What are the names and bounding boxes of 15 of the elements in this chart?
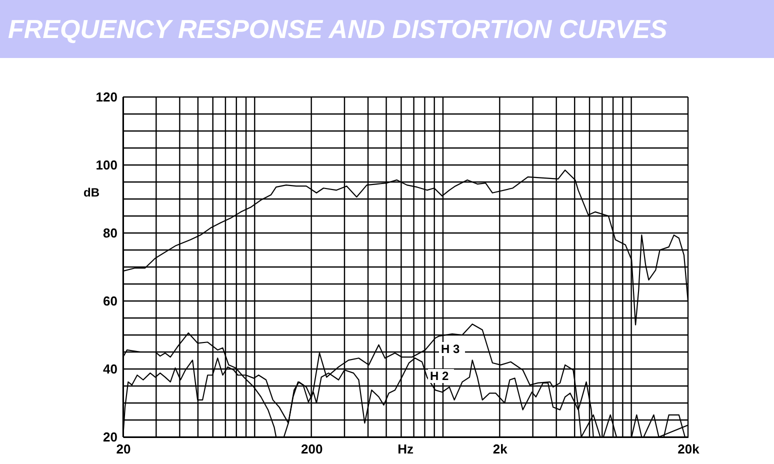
annotation: H 2 (430, 369, 449, 383)
y-tick-label: 120 (96, 90, 118, 104)
y-tick-label: 80 (103, 226, 118, 240)
x-tick-label: 200 (300, 442, 323, 456)
x-tick-label: 20k (678, 442, 700, 456)
x-tick-label: 2k (492, 442, 508, 456)
x-axis-title: Hz (398, 442, 414, 456)
y-tick-label: 20 (103, 430, 118, 444)
y-axis-title: dB (84, 186, 100, 200)
y-tick-label: 100 (96, 158, 118, 172)
y-tick-label: 40 (103, 362, 118, 376)
annotation: H 3 (441, 342, 460, 356)
x-tick-label: 20 (116, 442, 131, 456)
y-tick-label: 60 (103, 294, 118, 308)
chart-title: FREQUENCY RESPONSE AND DISTORTION CURVES (8, 14, 668, 44)
